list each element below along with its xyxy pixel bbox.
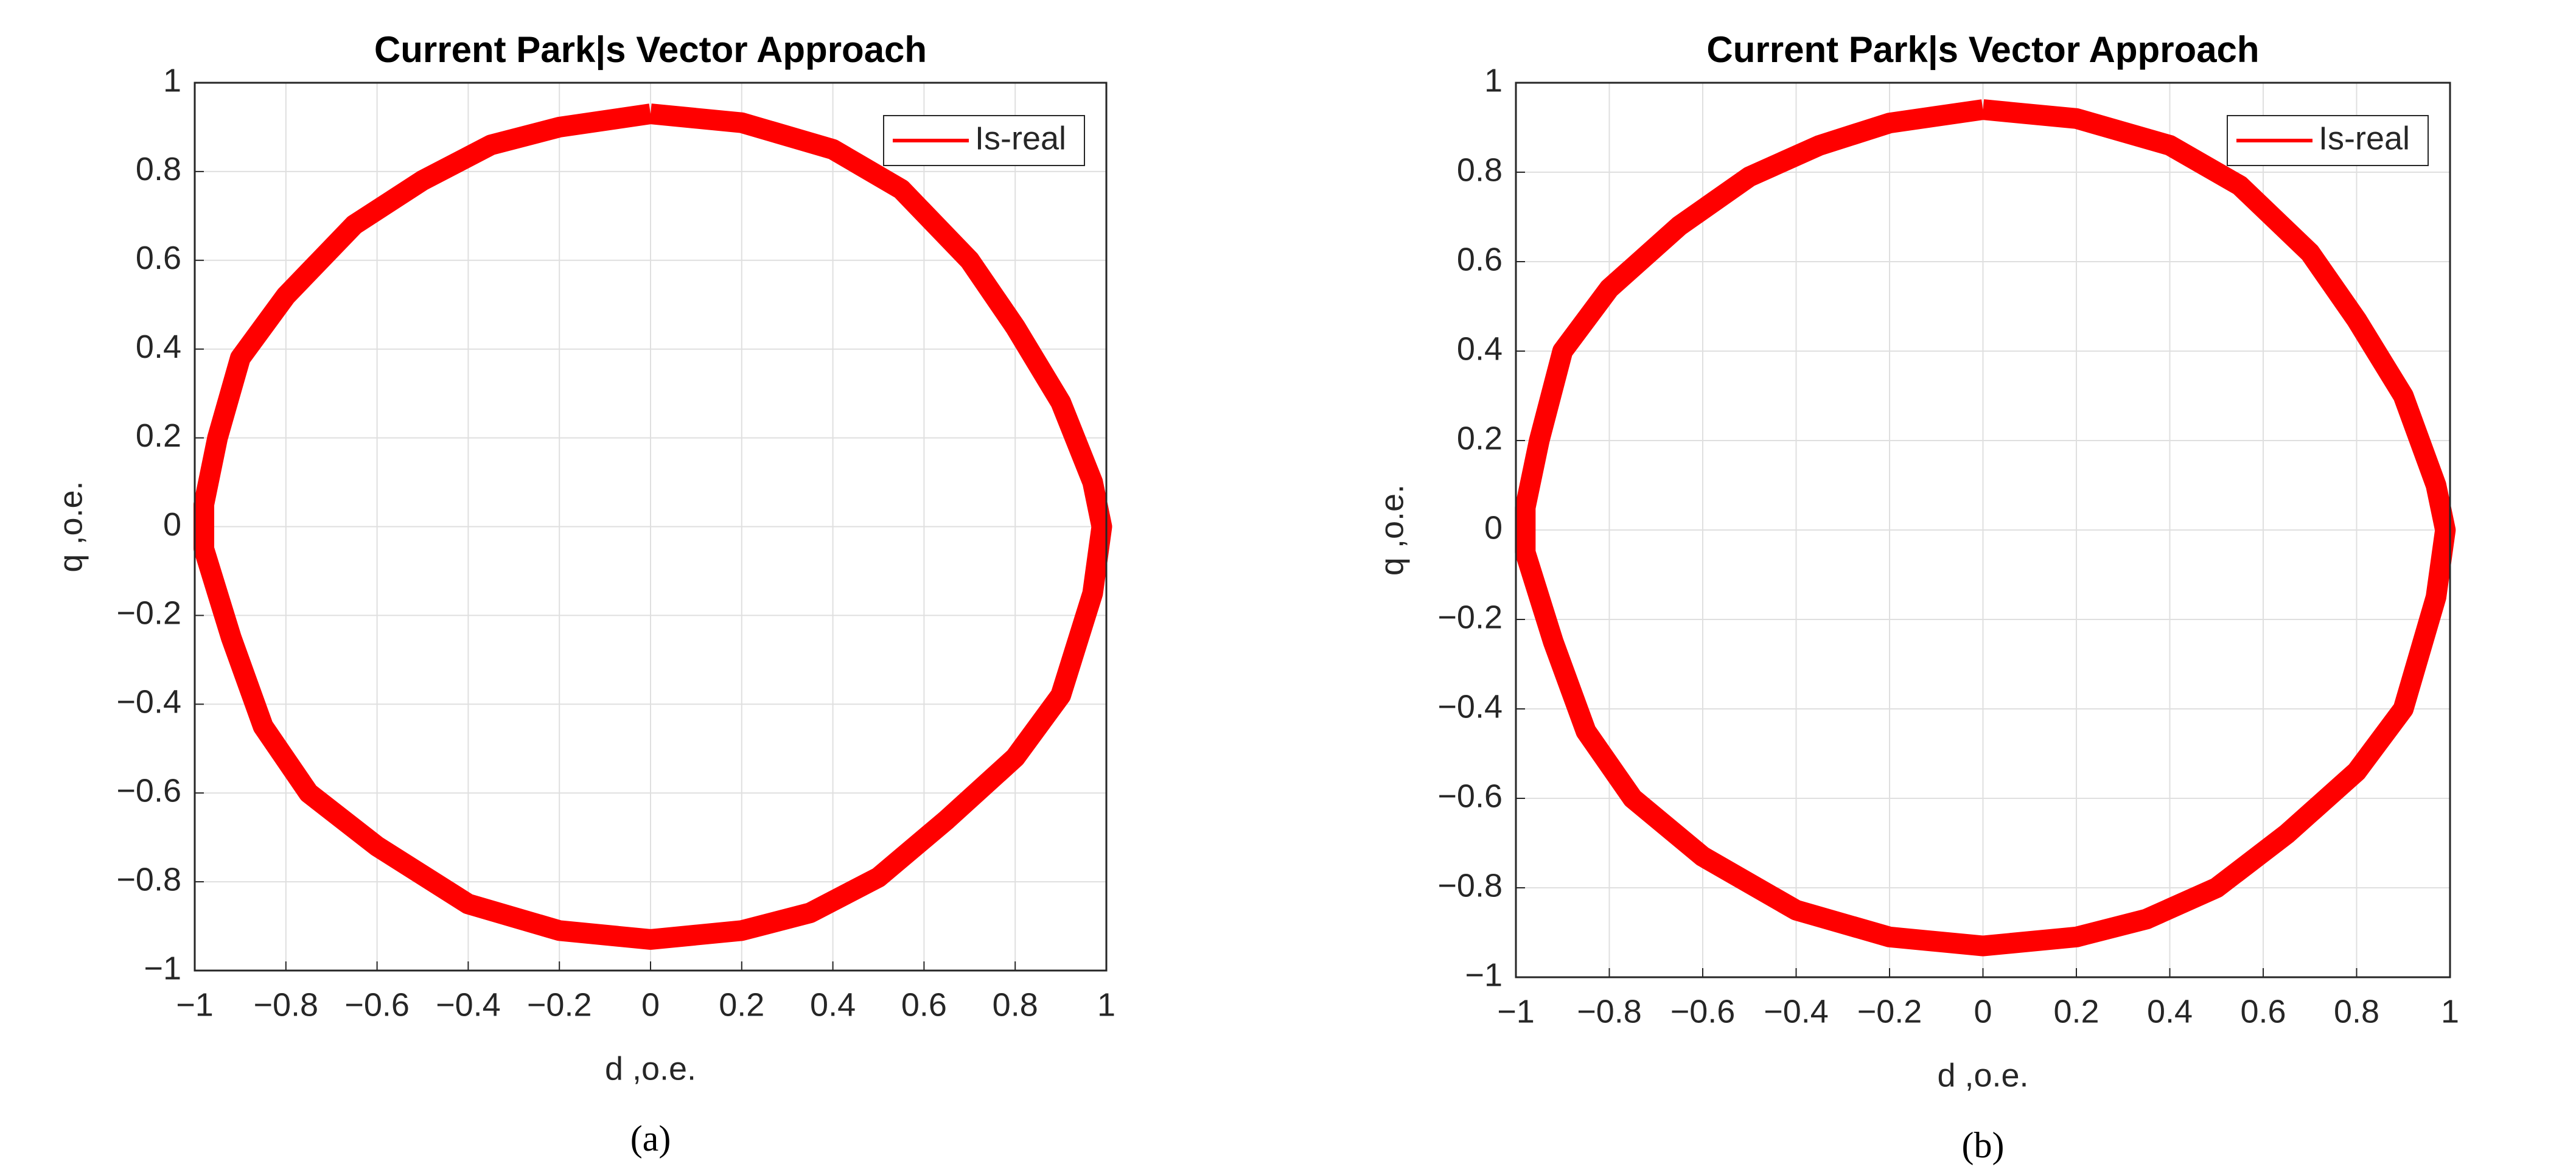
chart-title: Current Park|s Vector Approach: [374, 29, 927, 71]
y-tick-label: −1: [1465, 957, 1503, 993]
x-tick-label: 0.6: [901, 986, 947, 1023]
y-tick-label: 1: [163, 62, 181, 99]
legend-label: Is-real: [2319, 120, 2410, 156]
data-line: [1515, 99, 2456, 957]
y-axis-label: q ,o.e.: [1374, 484, 1410, 576]
axes-box: [194, 82, 1108, 972]
x-tick-label: −0.6: [344, 986, 410, 1023]
x-tick-label: 0.4: [810, 986, 856, 1023]
x-tick-label: −0.4: [1764, 993, 1829, 1030]
x-tick-label: −0.2: [527, 986, 592, 1023]
x-tick-label: −0.8: [1577, 993, 1642, 1030]
y-tick-label: 0.2: [1457, 420, 1503, 456]
x-tick-label: 0.6: [2240, 993, 2286, 1030]
x-tick-label: 0.2: [2053, 993, 2099, 1030]
x-tick-label: 0: [641, 986, 660, 1023]
caption: (b): [1962, 1125, 2005, 1165]
x-tick-label: −1: [1497, 993, 1535, 1030]
y-tick-label: −0.4: [1437, 688, 1503, 725]
y-tick-label: 0.6: [136, 240, 181, 276]
x-tick-label: −1: [176, 986, 214, 1023]
x-tick-label: −0.6: [1670, 993, 1736, 1030]
y-tick-label: 0.4: [136, 329, 181, 365]
x-tick-label: 0.2: [719, 986, 764, 1023]
y-tick-label: −0.8: [1437, 867, 1503, 904]
y-tick-label: −0.2: [116, 595, 181, 632]
x-tick-label: −0.2: [1857, 993, 1922, 1030]
y-tick-label: 0.8: [1457, 152, 1503, 188]
data-line: [193, 103, 1112, 950]
caption: (a): [630, 1118, 671, 1159]
y-tick-label: 0: [1484, 509, 1503, 546]
y-tick-label: −1: [144, 950, 181, 986]
x-tick-label: 0: [1974, 993, 1992, 1030]
x-tick-label: 1: [1097, 986, 1115, 1023]
x-axis-label: d ,o.e.: [605, 1050, 696, 1087]
y-tick-label: −0.6: [116, 772, 181, 809]
x-axis-label: d ,o.e.: [1937, 1057, 2028, 1093]
y-tick-label: −0.8: [116, 861, 181, 898]
y-tick-label: 0.2: [136, 417, 181, 454]
x-tick-label: 0.8: [2334, 993, 2379, 1030]
y-tick-label: 0.4: [1457, 330, 1503, 367]
y-tick-label: −0.6: [1437, 778, 1503, 814]
y-tick-label: 0.6: [1457, 241, 1503, 277]
legend-label: Is-real: [975, 120, 1066, 156]
x-tick-label: 1: [2441, 993, 2459, 1030]
y-tick-label: 0.8: [136, 151, 181, 187]
y-tick-label: −0.4: [116, 684, 181, 720]
x-tick-label: 0.8: [993, 986, 1038, 1023]
y-axis-label: q ,o.e.: [52, 481, 89, 572]
chart-title: Current Park|s Vector Approach: [1706, 29, 2259, 71]
x-tick-label: 0.4: [2147, 993, 2193, 1030]
x-tick-label: −0.4: [436, 986, 501, 1023]
axes-box: [1515, 82, 2451, 978]
x-tick-label: −0.8: [253, 986, 318, 1023]
y-tick-label: −0.2: [1437, 599, 1503, 635]
y-tick-label: 0: [163, 506, 181, 543]
y-tick-label: 1: [1484, 62, 1503, 99]
